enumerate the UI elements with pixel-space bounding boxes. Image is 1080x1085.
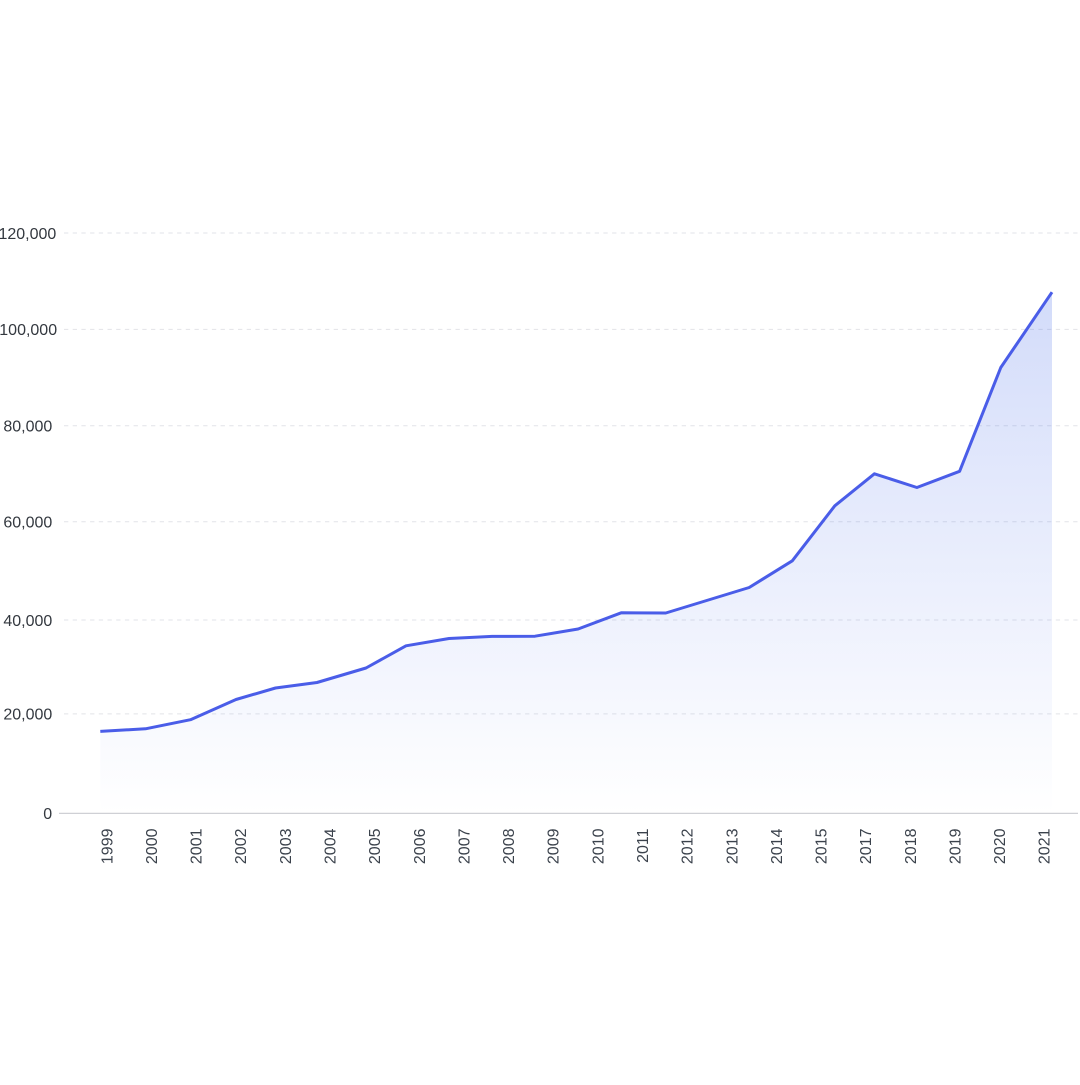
svg-text:2005: 2005 xyxy=(367,828,384,864)
svg-text:2012: 2012 xyxy=(680,828,697,864)
svg-text:2018: 2018 xyxy=(903,828,920,864)
svg-text:2002: 2002 xyxy=(233,828,250,864)
svg-text:2004: 2004 xyxy=(323,828,340,864)
svg-text:2008: 2008 xyxy=(501,828,518,864)
svg-text:20,000: 20,000 xyxy=(3,707,52,724)
svg-text:120,000: 120,000 xyxy=(0,226,56,243)
svg-text:2000: 2000 xyxy=(144,828,161,864)
svg-text:2001: 2001 xyxy=(189,828,206,864)
svg-text:2011: 2011 xyxy=(635,828,652,863)
svg-text:1999: 1999 xyxy=(99,828,116,864)
svg-text:2006: 2006 xyxy=(412,828,429,864)
svg-text:2013: 2013 xyxy=(724,828,741,864)
svg-text:2020: 2020 xyxy=(992,828,1009,864)
svg-text:2010: 2010 xyxy=(590,828,607,864)
svg-text:2003: 2003 xyxy=(278,828,295,864)
svg-text:2007: 2007 xyxy=(456,828,473,864)
svg-text:80,000: 80,000 xyxy=(3,419,52,436)
svg-text:2019: 2019 xyxy=(948,828,965,864)
svg-text:100,000: 100,000 xyxy=(0,322,57,339)
svg-text:2015: 2015 xyxy=(814,828,831,864)
svg-text:2017: 2017 xyxy=(858,828,875,864)
svg-text:40,000: 40,000 xyxy=(3,613,52,630)
svg-text:2014: 2014 xyxy=(769,828,786,864)
svg-text:0: 0 xyxy=(43,806,52,823)
svg-text:2021: 2021 xyxy=(1037,828,1054,864)
svg-text:2009: 2009 xyxy=(546,828,563,864)
svg-text:60,000: 60,000 xyxy=(3,515,52,532)
